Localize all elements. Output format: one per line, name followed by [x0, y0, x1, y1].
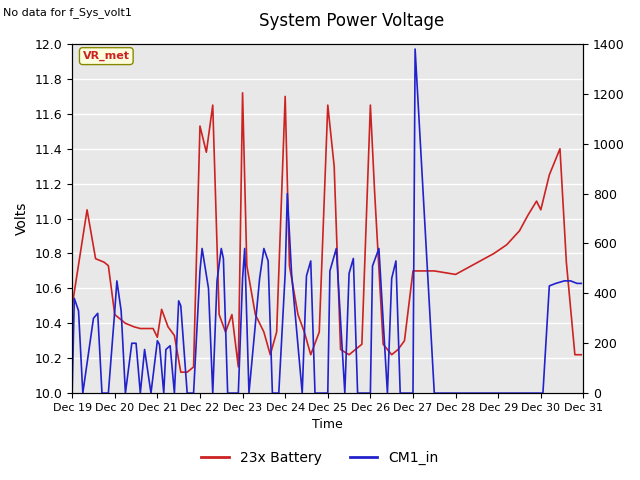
- Legend: 23x Battery, CM1_in: 23x Battery, CM1_in: [196, 445, 444, 471]
- Y-axis label: Volts: Volts: [15, 202, 29, 235]
- Text: System Power Voltage: System Power Voltage: [259, 12, 445, 30]
- X-axis label: Time: Time: [312, 419, 343, 432]
- Text: No data for f_Sys_volt1: No data for f_Sys_volt1: [3, 7, 132, 18]
- Text: VR_met: VR_met: [83, 51, 130, 61]
